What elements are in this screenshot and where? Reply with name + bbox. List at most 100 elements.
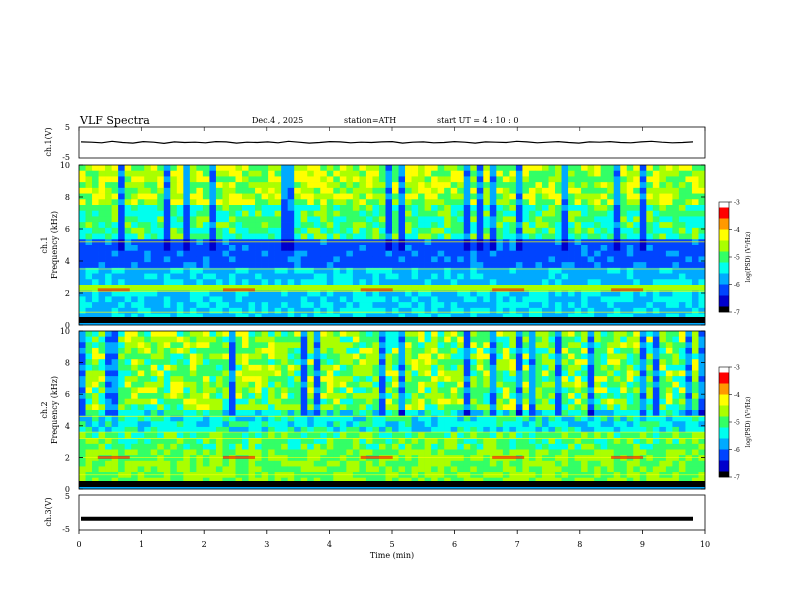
spectrogram-cell: [261, 193, 269, 200]
spectrogram-cell: [365, 216, 373, 223]
spectrogram-cell: [607, 353, 615, 360]
spectrogram-cell: [131, 285, 138, 292]
spectrogram-cell: [476, 216, 484, 223]
spectrogram-cell: [607, 359, 615, 366]
spectrogram-cell: [659, 199, 667, 206]
spectrogram-cell: [131, 370, 138, 377]
spectrogram-cell: [620, 245, 628, 252]
spectrogram-cell: [189, 250, 197, 257]
spectrogram-cell: [352, 347, 360, 354]
spectrogram-cell: [581, 267, 588, 274]
spectrogram-cell: [183, 250, 191, 257]
spectrogram-cell: [183, 285, 191, 292]
spectrogram-cell: [228, 205, 236, 212]
spectrogram-cell: [359, 199, 367, 206]
spectrogram-cell: [392, 227, 399, 234]
spectrogram-cell: [287, 193, 295, 200]
spectrogram-cell: [424, 455, 432, 462]
spectrogram-cell: [698, 176, 706, 183]
spectrogram-cell: [659, 176, 667, 183]
spectrogram-cell: [261, 347, 269, 354]
spectrogram-cell: [620, 279, 628, 286]
spectrogram-cell: [561, 165, 569, 172]
spectrogram-cell: [196, 455, 204, 462]
spectrogram-cell: [457, 455, 465, 462]
spectrogram-cell: [196, 193, 204, 200]
spectrogram-cell: [613, 296, 621, 303]
spectrogram-cell: [92, 313, 99, 320]
spectrogram-cell: [98, 176, 106, 183]
spectrogram-cell: [79, 279, 86, 286]
spectrogram-cell: [85, 307, 93, 314]
spectrogram-cell: [502, 182, 510, 189]
spectrogram-cell: [691, 199, 699, 206]
spectrogram-cell: [294, 449, 302, 456]
spectrogram-cell: [385, 262, 393, 269]
spectrogram-cell: [470, 273, 478, 280]
spectrogram-cell: [255, 370, 262, 377]
spectrogram-cell: [509, 187, 517, 194]
spectrogram-cell: [274, 421, 282, 428]
spectrogram-cell: [607, 393, 615, 400]
spectrogram-cell: [392, 313, 399, 320]
spectrogram-cell: [444, 410, 451, 416]
spectrogram-cell: [105, 381, 112, 388]
spectrogram-cell: [405, 176, 412, 183]
spectrogram-cell: [281, 353, 288, 360]
spectrogram-cell: [398, 353, 406, 360]
spectrogram-cell: [313, 250, 321, 257]
spectrogram-cell: [163, 296, 171, 303]
spectrogram-cell: [150, 353, 158, 360]
spectrogram-cell: [235, 187, 243, 194]
spectrogram-cell: [281, 336, 288, 343]
spectrogram-cell: [333, 273, 341, 280]
spectrogram-cell: [665, 438, 673, 445]
spectrogram-cell: [365, 353, 373, 360]
spectrogram-cell: [176, 421, 184, 428]
spectrogram-cell: [222, 421, 230, 428]
spectrogram-cell: [672, 438, 680, 445]
spectrogram-cell: [568, 455, 575, 462]
spectrogram-cell: [196, 421, 204, 428]
spectrogram-cell: [652, 273, 660, 280]
spectrogram-cell: [281, 421, 288, 428]
spectrogram-cell: [541, 347, 549, 354]
spectrogram-cell: [124, 222, 132, 229]
spectrogram-cell: [594, 205, 601, 212]
spectrogram-cell: [92, 205, 99, 212]
spectrogram-cell: [600, 285, 608, 292]
spectrogram-cell: [85, 279, 93, 286]
spectrogram-cell: [248, 313, 256, 320]
spectrogram-cell: [261, 438, 269, 445]
spectrogram-cell: [541, 393, 549, 400]
spectrogram-cell: [502, 438, 510, 445]
spectrogram-cell: [320, 376, 328, 383]
spectrogram-cell: [346, 222, 354, 229]
spectrogram-cell: [124, 381, 132, 388]
spectrogram-cell: [678, 239, 686, 246]
spectrogram-cell: [274, 426, 282, 433]
spectrogram-cell: [515, 426, 523, 433]
spectrogram-cell: [313, 443, 321, 450]
spectrogram-cell: [79, 227, 86, 234]
spectrogram-cell: [281, 415, 288, 422]
spectrogram-cell: [163, 381, 171, 388]
spectrogram-cell: [522, 262, 530, 269]
spectrogram-cell: [111, 313, 119, 320]
spectrogram-cell: [555, 370, 562, 377]
spectrogram-low-band: [79, 317, 705, 323]
spectrogram-cell: [274, 182, 282, 189]
spectrogram-cell: [541, 210, 549, 217]
spectrogram-cell: [587, 432, 595, 439]
spectrogram-cell: [202, 245, 210, 252]
spectrogram-cell: [118, 410, 125, 416]
spectrogram-cell: [274, 381, 282, 388]
spectrogram-cell: [522, 410, 530, 416]
spectrogram-cell: [294, 313, 302, 320]
spectrogram-cell: [574, 250, 582, 257]
spectrogram-cell: [522, 239, 530, 246]
spectrogram-cell: [378, 256, 386, 263]
colorbar-segment: [719, 259, 729, 263]
spectrogram-cell: [561, 443, 569, 450]
spectrogram-cell: [561, 187, 569, 194]
